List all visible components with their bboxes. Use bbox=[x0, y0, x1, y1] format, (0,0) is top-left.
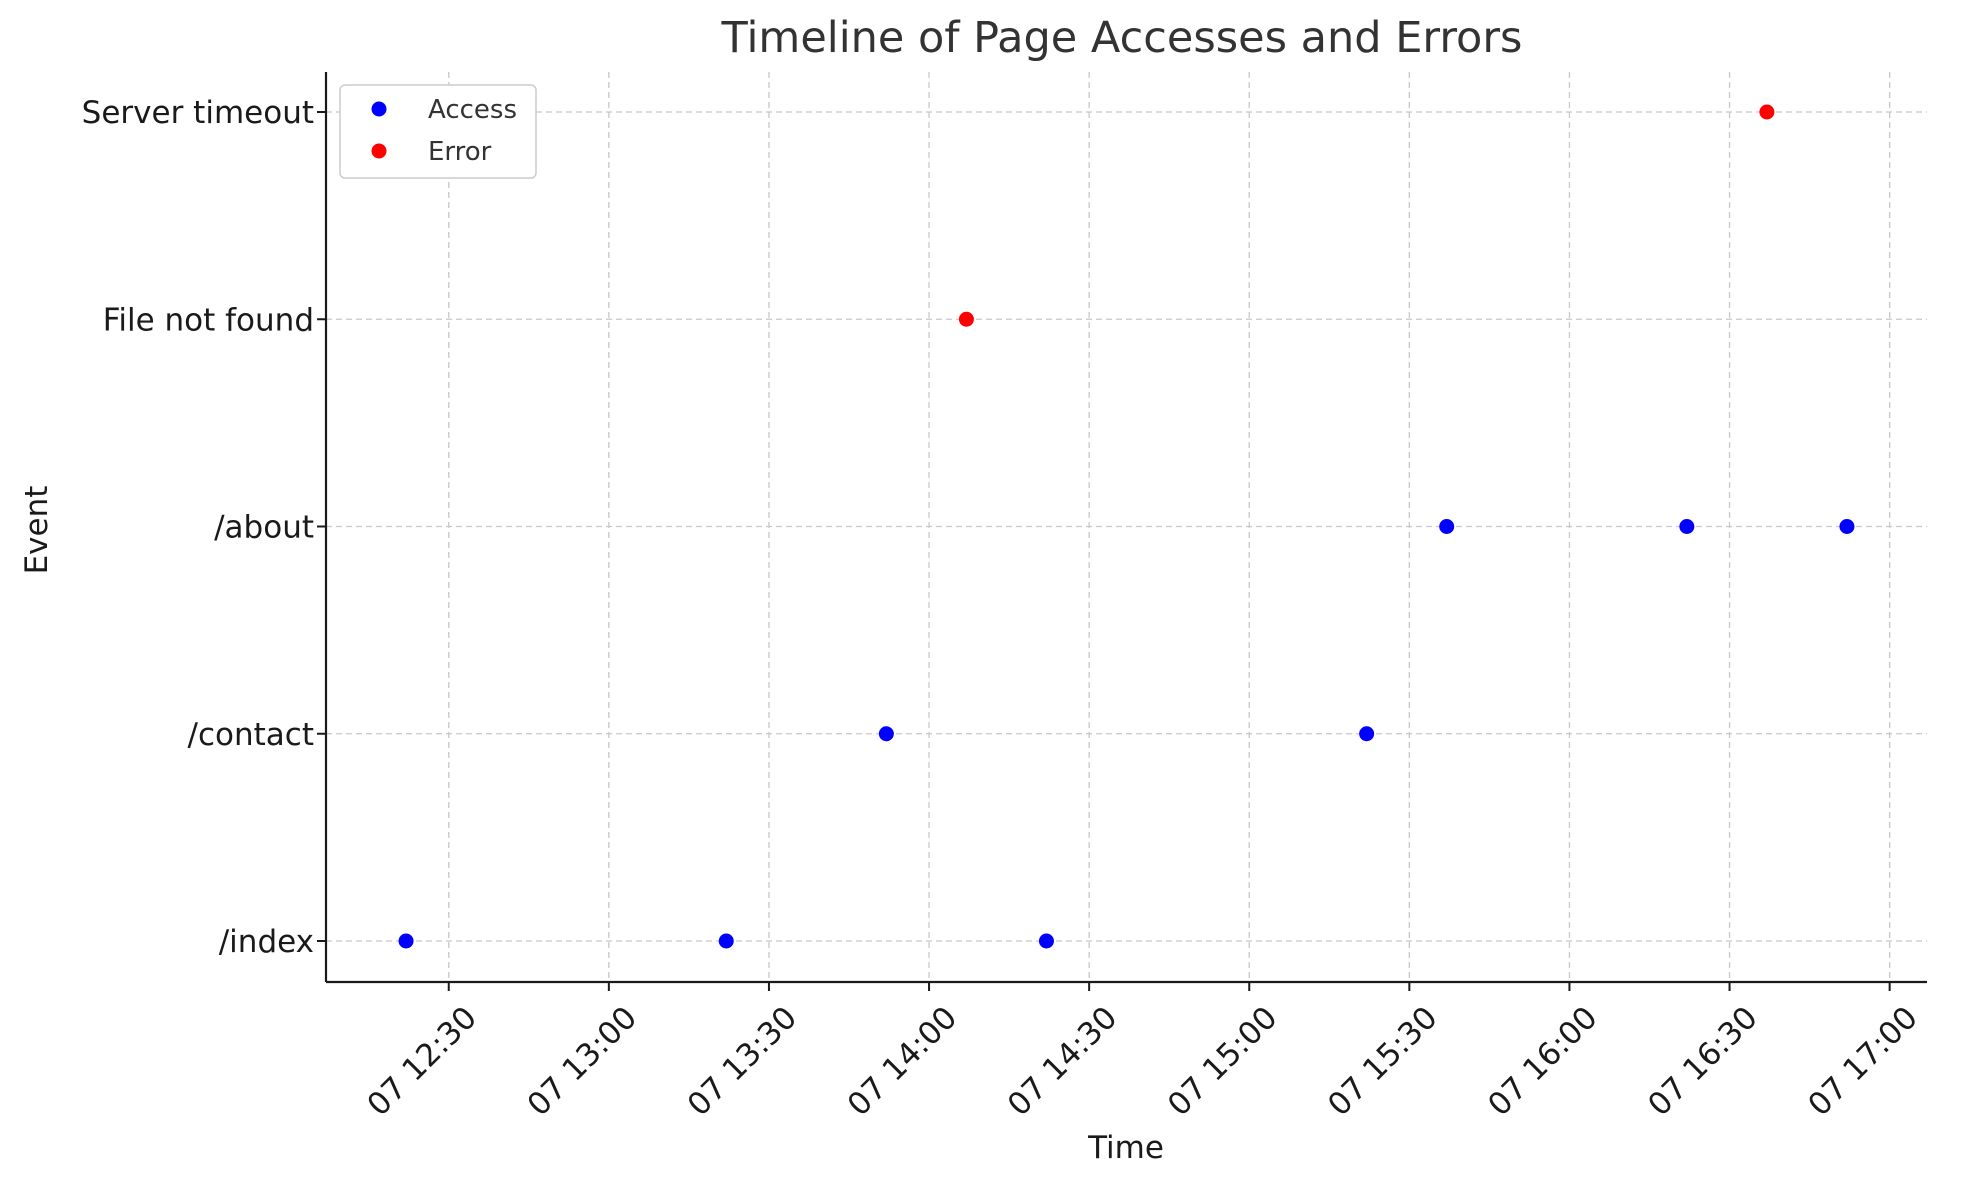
x-tick-label: 07 14:30 bbox=[1001, 1000, 1124, 1123]
x-axis-ticks: 07 12:30 07 13:00 07 13:30 07 14:00 07 14:30… bbox=[360, 982, 1925, 1123]
x-tick-label: 07 16:00 bbox=[1481, 1000, 1604, 1123]
legend-marker-error bbox=[371, 143, 387, 159]
x-tick-label: 07 15:30 bbox=[1321, 1000, 1444, 1123]
x-tick-label: 07 16:30 bbox=[1641, 1000, 1764, 1123]
access-point bbox=[1679, 519, 1695, 534]
x-tick-label: 07 13:00 bbox=[521, 1000, 644, 1123]
access-point bbox=[1439, 519, 1455, 534]
x-axis-label: Time bbox=[1087, 1130, 1164, 1166]
y-axis-ticks: /index/contact/about File not found Server… bbox=[82, 95, 326, 960]
legend: Access Error bbox=[339, 84, 537, 179]
x-tick-label: 07 13:30 bbox=[681, 1000, 804, 1123]
access-point bbox=[1359, 726, 1375, 742]
access-point bbox=[1038, 933, 1054, 949]
grid-lines bbox=[326, 72, 1927, 982]
access-point bbox=[718, 933, 734, 949]
access-point bbox=[878, 726, 894, 742]
x-tick-label: 07 17:00 bbox=[1801, 1000, 1924, 1123]
access-point bbox=[1839, 519, 1855, 534]
access-point bbox=[398, 933, 414, 949]
x-tick-label: 07 14:00 bbox=[841, 1000, 964, 1123]
error-point bbox=[1759, 104, 1775, 120]
y-tick-label: /index bbox=[219, 924, 314, 960]
y-axis-label: Event bbox=[19, 486, 55, 575]
legend-label-access: Access bbox=[428, 95, 517, 125]
legend-marker-access bbox=[371, 101, 387, 117]
chart-title: Timeline of Page Accesses and Errors bbox=[721, 13, 1523, 63]
y-tick-label: File not found bbox=[103, 302, 314, 338]
legend-label-error: Error bbox=[428, 137, 492, 167]
legend-box bbox=[339, 84, 537, 179]
y-tick-label: /about bbox=[214, 510, 314, 546]
error-point bbox=[958, 311, 974, 327]
data-points bbox=[398, 104, 1855, 949]
y-tick-label: Server timeout bbox=[82, 95, 314, 131]
x-tick-label: 07 12:30 bbox=[360, 1000, 483, 1123]
y-tick-label: /contact bbox=[188, 717, 314, 753]
x-tick-label: 07 15:00 bbox=[1161, 1000, 1284, 1123]
